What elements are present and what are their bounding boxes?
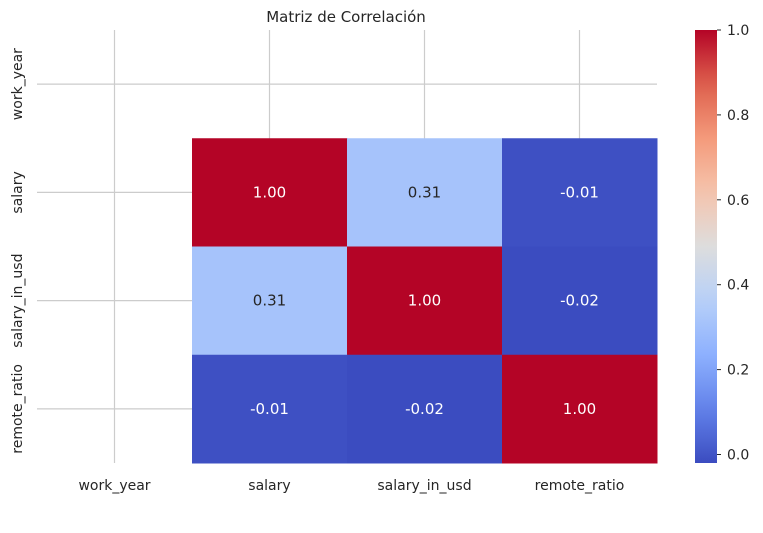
heatmap-cell bbox=[347, 246, 503, 356]
chart-title: Matriz de Correlación bbox=[266, 8, 426, 26]
heatmap-cell bbox=[502, 354, 658, 464]
heatmap-cell bbox=[502, 138, 658, 247]
heatmap-cell bbox=[192, 354, 348, 464]
colorbar-tick-label: 0.0 bbox=[727, 448, 749, 464]
y-tick-label: remote_ratio bbox=[10, 364, 26, 454]
heatmap-cells bbox=[192, 138, 658, 464]
x-tick-labels: work_year salary salary_in_usd remote_ratio bbox=[78, 478, 624, 494]
y-tick-label: work_year bbox=[10, 48, 26, 120]
colorbar: 0.0 0.2 0.4 0.6 0.8 1.0 bbox=[695, 23, 749, 464]
colorbar-gradient bbox=[695, 30, 717, 463]
y-tick-label: salary bbox=[10, 171, 26, 213]
heatmap-cell bbox=[192, 246, 348, 356]
x-tick-label: salary_in_usd bbox=[377, 478, 471, 494]
cell-value-label: 1.00 bbox=[253, 183, 286, 201]
cell-value-label: -0.01 bbox=[250, 400, 289, 418]
x-tick-label: remote_ratio bbox=[535, 478, 625, 494]
cell-value-label: 1.00 bbox=[408, 292, 441, 310]
heatmap-cell bbox=[347, 138, 503, 247]
cell-value-labels: 1.00 0.31 -0.01 0.31 1.00 -0.02 -0.01 -0.02 1.00 bbox=[250, 183, 599, 418]
cell-value-label: 1.00 bbox=[563, 400, 596, 418]
cell-value-label: 0.31 bbox=[408, 183, 441, 201]
cell-value-label: -0.02 bbox=[405, 400, 444, 418]
cell-value-label: -0.02 bbox=[560, 292, 599, 310]
y-tick-label: salary_in_usd bbox=[10, 254, 26, 348]
cell-value-label: -0.01 bbox=[560, 183, 599, 201]
colorbar-tick-label: 0.6 bbox=[727, 193, 749, 209]
colorbar-tick-label: 0.2 bbox=[727, 363, 749, 379]
x-tick-label: salary bbox=[248, 478, 290, 494]
heatmap-cell bbox=[347, 354, 503, 464]
colorbar-tick-label: 1.0 bbox=[727, 23, 749, 39]
heatmap-cell bbox=[192, 138, 348, 247]
heatmap-cell bbox=[502, 246, 658, 356]
x-tick-label: work_year bbox=[78, 478, 150, 494]
colorbar-tick-label: 0.4 bbox=[727, 278, 749, 294]
cell-value-label: 0.31 bbox=[253, 292, 286, 310]
colorbar-tick-label: 0.8 bbox=[727, 108, 749, 124]
